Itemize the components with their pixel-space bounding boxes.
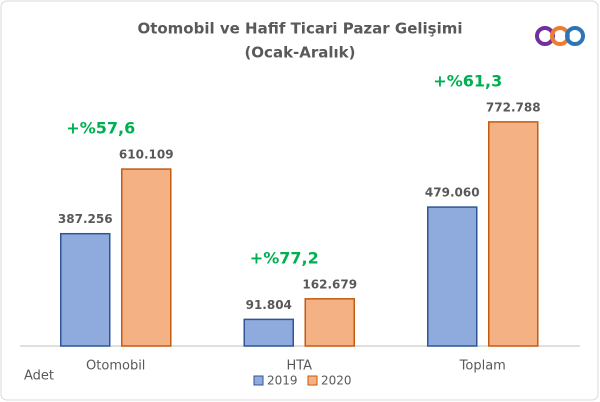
legend-swatch <box>253 375 264 386</box>
y-axis-label: Adet <box>24 369 54 384</box>
value-label: 91.804 <box>246 298 292 312</box>
legend-label: 2019 <box>267 374 298 388</box>
bar <box>60 232 111 347</box>
x-tick-label: Toplam <box>459 359 506 374</box>
value-label: 479.060 <box>425 186 480 200</box>
value-label: 610.109 <box>119 148 174 162</box>
growth-annotation: +%57,6 <box>66 119 135 138</box>
chart-title: Otomobil ve Hafif Ticari Pazar Gelişimi <box>137 20 462 38</box>
bar <box>121 168 172 347</box>
bar <box>243 318 294 347</box>
chart-subtitle: (Ocak-Aralık) <box>244 44 355 62</box>
legend-label: 2020 <box>321 374 352 388</box>
x-tick-label: HTA <box>286 359 312 374</box>
bar <box>427 206 478 347</box>
bar <box>304 298 355 347</box>
value-label: 772.788 <box>486 100 541 114</box>
growth-annotation: +%61,3 <box>433 71 502 90</box>
x-tick-label: Otomobil <box>86 359 145 374</box>
bar <box>488 121 539 347</box>
value-label: 387.256 <box>58 212 113 226</box>
value-label: 162.679 <box>302 277 357 291</box>
growth-annotation: +%77,2 <box>250 248 319 267</box>
logo <box>535 26 585 46</box>
legend-swatch <box>307 375 318 386</box>
